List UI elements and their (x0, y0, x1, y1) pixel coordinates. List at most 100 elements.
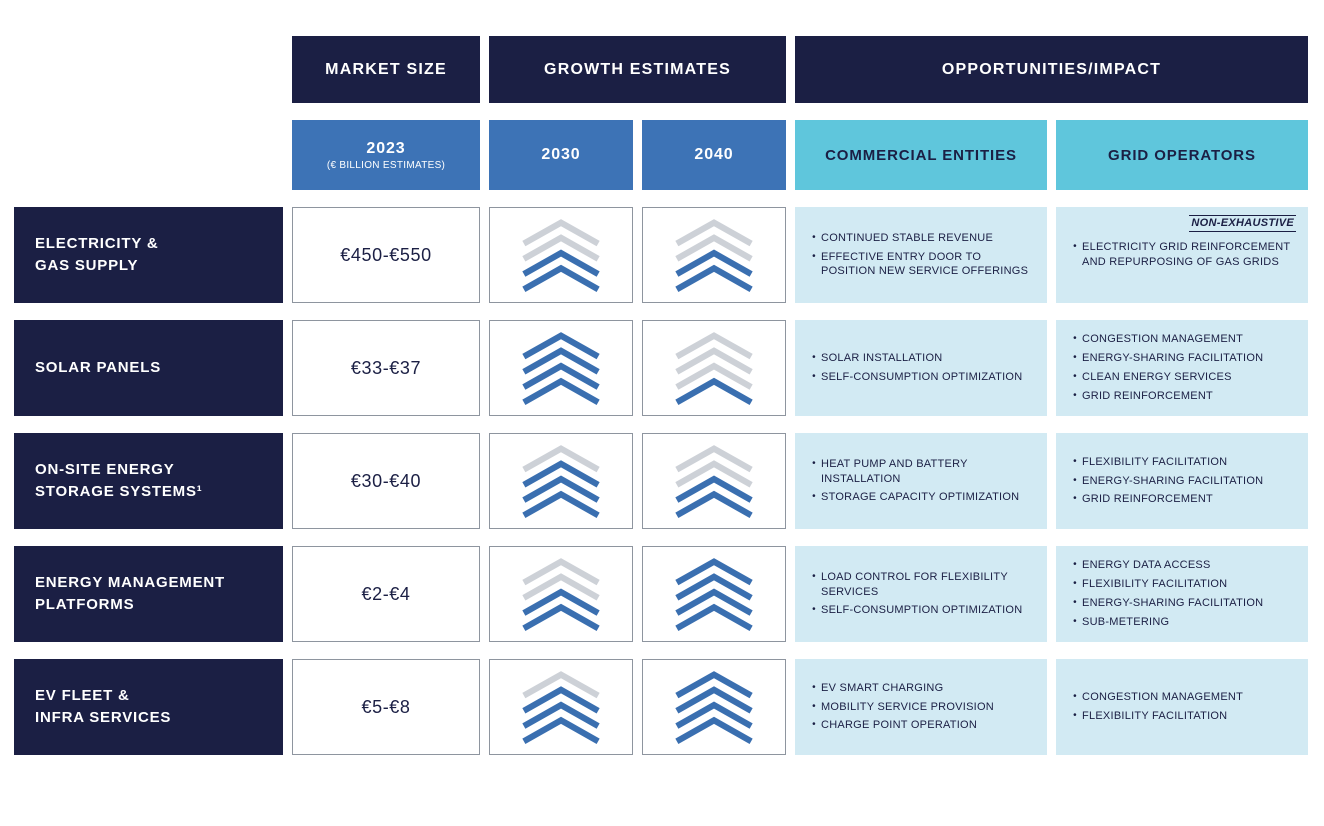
bullet-dot: • (1073, 455, 1077, 467)
bullet-dot: • (1073, 691, 1077, 703)
market-size-cell: €30-€40 (292, 433, 480, 529)
bullet-dot: • (1073, 474, 1077, 486)
bullet-list: • CONGESTION MANAGEMENT • ENERGY-SHARING FA… (1068, 332, 1263, 403)
bullet-item: • GRID REINFORCEMENT (1068, 492, 1263, 507)
growth-2040-cell (642, 659, 786, 755)
market-size-cell: €450-€550 (292, 207, 480, 303)
bullet-list: • CONTINUED STABLE REVENUE • EFFECTIVE ENTR… (807, 231, 1033, 280)
growth-chevrons-2030 (522, 332, 600, 405)
growth-chevrons-2030 (522, 558, 600, 631)
subheader-2023-year: 2023 (366, 139, 406, 157)
bullet-item: • FLEXIBILITY FACILITATION (1068, 455, 1263, 470)
non-exhaustive-label: NON-EXHAUSTIVE (1189, 215, 1296, 232)
market-size-cell: €5-€8 (292, 659, 480, 755)
bullet-item: • STORAGE CAPACITY OPTIMIZATION (807, 490, 1033, 505)
growth-2030-cell (489, 207, 633, 303)
bullet-dot: • (1073, 615, 1077, 627)
growth-2040-cell (642, 433, 786, 529)
commercial-entities-cell: • HEAT PUMP AND BATTERY INSTALLATION • STOR… (795, 433, 1047, 529)
bullet-item: • FLEXIBILITY FACILITATION (1068, 709, 1243, 724)
bullet-dot: • (812, 231, 816, 243)
commercial-entities-cell: • LOAD CONTROL FOR FLEXIBILITY SERVICES • S… (795, 546, 1047, 642)
bullet-item: • HEAT PUMP AND BATTERY INSTALLATION (807, 457, 1033, 487)
header-opportunities-impact: OPPORTUNITIES/IMPACT (795, 36, 1308, 103)
bullet-list: • EV SMART CHARGING • MOBILITY SERVICE PROV… (807, 681, 994, 734)
row-label: ELECTRICITY & GAS SUPPLY (14, 207, 283, 303)
growth-2030-cell (489, 659, 633, 755)
growth-chevrons-2040 (675, 671, 753, 744)
growth-2030-cell (489, 433, 633, 529)
header-market-size: MARKET SIZE (292, 36, 480, 103)
bullet-dot: • (1073, 493, 1077, 505)
market-size-cell: €2-€4 (292, 546, 480, 642)
growth-chevrons-2040 (675, 445, 753, 518)
row-label: ENERGY MANAGEMENT PLATFORMS (14, 546, 283, 642)
bullet-dot: • (1073, 389, 1077, 401)
bullet-item: • LOAD CONTROL FOR FLEXIBILITY SERVICES (807, 570, 1033, 600)
bullet-item: • ENERGY DATA ACCESS (1068, 558, 1263, 573)
growth-2030-cell (489, 320, 633, 416)
market-size-value: €30-€40 (350, 470, 422, 491)
market-size-cell: €33-€37 (292, 320, 480, 416)
header-spacer (14, 36, 283, 103)
bullet-item: • ELECTRICITY GRID REINFORCEMENT AND REPU… (1068, 240, 1294, 270)
bullet-dot: • (812, 491, 816, 503)
bullet-list: • SOLAR INSTALLATION • SELF-CONSUMPTION OPT… (807, 351, 1022, 385)
subheader-grid-operators: GRID OPERATORS (1056, 120, 1308, 190)
growth-chevrons-2030 (522, 671, 600, 744)
market-size-value: €2-€4 (361, 583, 411, 604)
growth-chevrons-2030 (522, 219, 600, 292)
bullet-dot: • (812, 681, 816, 693)
commercial-entities-cell: • CONTINUED STABLE REVENUE • EFFECTIVE ENTR… (795, 207, 1047, 303)
growth-2030-cell (489, 546, 633, 642)
bullet-item: • CONTINUED STABLE REVENUE (807, 231, 1033, 246)
bullet-item: • SELF-CONSUMPTION OPTIMIZATION (807, 370, 1022, 385)
grid-operators-cell: NON-EXHAUSTIVE • ELECTRICITY GRID REINFORC… (1056, 207, 1308, 303)
row-label: SOLAR PANELS (14, 320, 283, 416)
commercial-entities-cell: • EV SMART CHARGING • MOBILITY SERVICE PROV… (795, 659, 1047, 755)
row-label: ON-SITE ENERGY STORAGE SYSTEMS¹ (14, 433, 283, 529)
bullet-dot: • (812, 457, 816, 469)
bullet-dot: • (1073, 710, 1077, 721)
growth-chevrons-2040 (675, 219, 753, 292)
market-matrix: MARKET SIZE GROWTH ESTIMATES OPPORTUNITI… (14, 36, 1308, 755)
bullet-item: • SUB-METERING (1068, 615, 1263, 630)
commercial-entities-cell: • SOLAR INSTALLATION • SELF-CONSUMPTION OPT… (795, 320, 1047, 416)
bullet-dot: • (812, 719, 816, 731)
row-label: EV FLEET & INFRA SERVICES (14, 659, 283, 755)
grid-operators-cell: • FLEXIBILITY FACILITATION • ENERGY-SHARING… (1056, 433, 1308, 529)
bullet-item: • EV SMART CHARGING (807, 681, 994, 696)
subheader-2023-note: (€ BILLION ESTIMATES) (326, 159, 446, 171)
subheader-2040: 2040 (642, 120, 786, 190)
bullet-dot: • (812, 352, 816, 364)
bullet-dot: • (812, 250, 816, 262)
bullet-item: • CONGESTION MANAGEMENT (1068, 332, 1263, 347)
bullet-item: • ENERGY-SHARING FACILITATION (1068, 351, 1263, 366)
bullet-item: • GRID REINFORCEMENT (1068, 389, 1263, 404)
market-size-value: €450-€550 (340, 244, 432, 265)
bullet-dot: • (1073, 352, 1077, 364)
market-size-value: €5-€8 (361, 696, 411, 717)
header-growth-estimates: GROWTH ESTIMATES (489, 36, 786, 103)
bullet-item: • MOBILITY SERVICE PROVISION (807, 700, 994, 715)
bullet-item: • ENERGY-SHARING FACILITATION (1068, 474, 1263, 489)
bullet-list: • LOAD CONTROL FOR FLEXIBILITY SERVICES • S… (807, 570, 1033, 619)
bullet-item: • SELF-CONSUMPTION OPTIMIZATION (807, 603, 1033, 618)
bullet-dot: • (812, 371, 816, 382)
bullet-list: • ENERGY DATA ACCESS • FLEXIBILITY FACILITA… (1068, 558, 1263, 629)
bullet-dot: • (1073, 597, 1077, 608)
bullet-dot: • (812, 700, 816, 712)
grid-operators-cell: • CONGESTION MANAGEMENT • FLEXIBILITY FACIL… (1056, 659, 1308, 755)
bullet-item: • EFFECTIVE ENTRY DOOR TO POSITION NEW SE… (807, 250, 1033, 280)
bullet-dot: • (1073, 578, 1077, 590)
bullet-list: • FLEXIBILITY FACILITATION • ENERGY-SHARING… (1068, 455, 1263, 508)
bullet-dot: • (1073, 559, 1077, 571)
growth-2040-cell (642, 320, 786, 416)
subheader-2023: 2023 (€ BILLION ESTIMATES) (292, 120, 480, 190)
subheader-commercial-entities: COMMERCIAL ENTITIES (795, 120, 1047, 190)
growth-chevrons-2040 (675, 332, 753, 405)
market-size-value: €33-€37 (350, 357, 422, 378)
bullet-item: • SOLAR INSTALLATION (807, 351, 1022, 366)
bullet-dot: • (812, 604, 816, 616)
bullet-dot: • (1073, 333, 1077, 345)
